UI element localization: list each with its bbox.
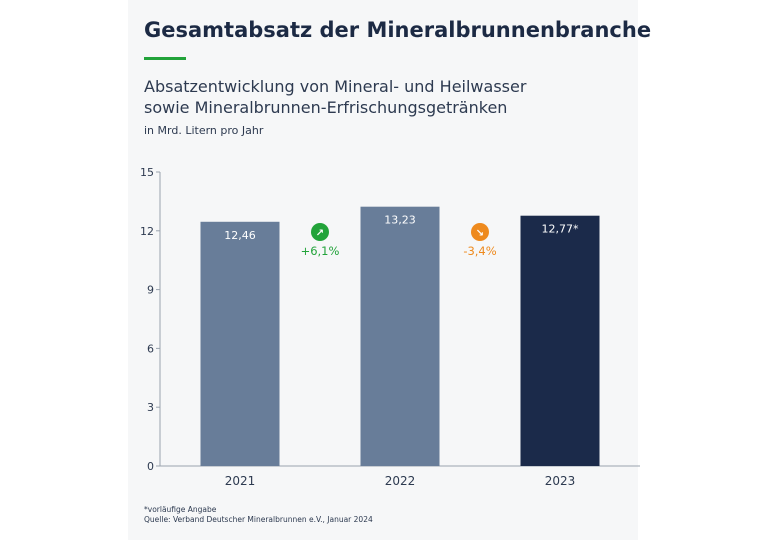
y-tick-label: 0 bbox=[147, 460, 154, 473]
arrow-down-right-icon bbox=[471, 223, 489, 241]
y-tick-label: 3 bbox=[147, 401, 154, 414]
subtitle-line-1: Absatzentwicklung von Mineral- und Heilw… bbox=[144, 77, 527, 96]
x-tick-label: 2023 bbox=[545, 474, 576, 488]
y-tick-label: 12 bbox=[140, 225, 154, 238]
chart-title: Gesamtabsatz der Mineralbrunnenbranche bbox=[144, 18, 652, 42]
footnote-preliminary: *vorläufige Angabe bbox=[144, 505, 217, 514]
y-tick-label: 9 bbox=[147, 284, 154, 297]
footnotes: *vorläufige Angabe Quelle: Verband Deuts… bbox=[144, 505, 373, 525]
bar-2022 bbox=[360, 206, 440, 466]
bar-value-label: 12,77* bbox=[542, 223, 579, 236]
subtitle-line-2: sowie Mineralbrunnen-Erfrischungsgetränk… bbox=[144, 98, 508, 117]
bar-value-label: 13,23 bbox=[384, 214, 416, 227]
y-tick-label: 6 bbox=[147, 342, 154, 355]
change-label-1: +6,1% bbox=[301, 244, 340, 258]
chart-subtitle: Absatzentwicklung von Mineral- und Heilw… bbox=[144, 76, 614, 118]
arrow-up-right-icon bbox=[311, 223, 329, 241]
arrow-up-right-icon-glyph: ↗ bbox=[316, 228, 324, 239]
footnote-source: Quelle: Verband Deutscher Mineralbrunnen… bbox=[144, 515, 373, 524]
bar-value-label: 12,46 bbox=[224, 229, 256, 242]
unit-label: in Mrd. Litern pro Jahr bbox=[144, 124, 264, 137]
arrow-down-right-icon-glyph: ↘ bbox=[476, 228, 484, 239]
change-label-2: -3,4% bbox=[463, 244, 496, 258]
x-tick-label: 2021 bbox=[225, 474, 256, 488]
bar-2021 bbox=[200, 221, 280, 466]
x-tick-label: 2022 bbox=[385, 474, 416, 488]
bar-2023 bbox=[520, 215, 600, 466]
y-tick-label: 15 bbox=[140, 166, 154, 179]
title-accent-line bbox=[144, 57, 186, 60]
